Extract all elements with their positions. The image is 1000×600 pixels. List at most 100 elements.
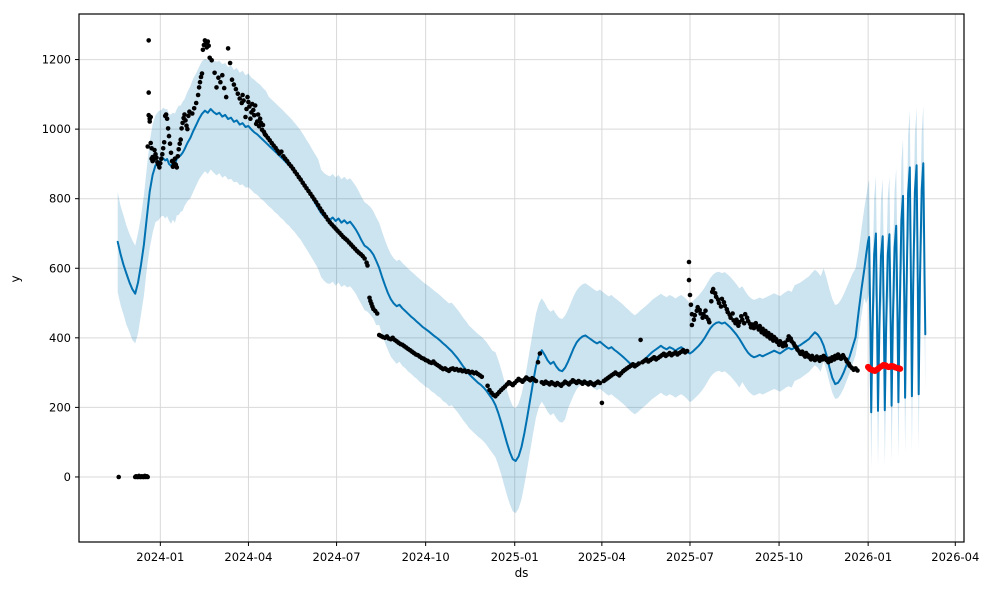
observation-dot — [176, 147, 181, 152]
observation-dot — [707, 319, 712, 325]
observation-dot — [686, 277, 692, 283]
observation-dot — [701, 311, 706, 317]
observation-dot — [237, 96, 242, 101]
observation-dot — [709, 299, 714, 304]
x-tick-label: 2024-10 — [402, 550, 450, 564]
x-tick-label: 2026-04 — [931, 550, 979, 564]
observation-dot — [257, 116, 263, 121]
observation-dot — [177, 141, 182, 146]
y-tick-label: 600 — [49, 261, 71, 275]
observation-dot — [157, 165, 162, 170]
observation-dot — [223, 94, 229, 100]
observation-dot — [374, 311, 380, 316]
x-tick-label: 2026-01 — [844, 550, 892, 564]
y-tick-label: 1000 — [42, 122, 71, 136]
observation-dot — [689, 322, 695, 328]
observation-dot — [161, 140, 167, 145]
observation-dot — [160, 151, 165, 157]
observation-dot — [251, 107, 256, 113]
observation-dot — [716, 300, 722, 306]
observation-dot — [195, 92, 201, 98]
observation-dot — [736, 323, 741, 329]
observation-dot — [710, 286, 716, 292]
observation-dot — [235, 91, 241, 96]
observation-dot — [686, 259, 692, 265]
observation-dot — [152, 147, 157, 153]
observation-dot — [365, 263, 370, 268]
observation-dot — [178, 137, 183, 142]
observation-dot — [742, 311, 748, 317]
y-tick-label: 0 — [64, 470, 71, 484]
observation-dot — [741, 320, 747, 326]
observation-dot — [753, 320, 759, 326]
observation-dot — [722, 303, 728, 309]
red-anomaly-dot — [897, 365, 904, 372]
observation-dot — [116, 474, 121, 480]
observation-dot — [148, 140, 153, 146]
observation-dot — [160, 146, 166, 151]
observation-dot — [728, 315, 733, 321]
observation-dot — [148, 114, 153, 120]
observation-dot — [636, 361, 641, 366]
observation-dot — [190, 111, 195, 116]
observation-dot — [147, 119, 152, 124]
observation-dot — [687, 292, 693, 298]
observation-dot — [246, 99, 251, 105]
observation-dot — [252, 112, 257, 118]
y-tick-label: 400 — [49, 331, 71, 345]
observation-dot — [279, 149, 284, 154]
observation-dot — [757, 323, 762, 329]
x-tick-label: 2025-07 — [666, 550, 714, 564]
observation-dot — [703, 308, 708, 314]
x-tick-label: 2025-10 — [755, 550, 803, 564]
observation-dot — [688, 302, 694, 308]
observation-dot — [756, 327, 761, 332]
observation-dot — [740, 317, 745, 323]
observation-dot — [248, 116, 253, 121]
observation-dot — [175, 154, 181, 159]
observation-dot — [241, 98, 246, 103]
observation-dot — [179, 126, 184, 131]
observation-dot — [206, 43, 211, 48]
observation-dot — [240, 92, 245, 98]
observation-dot — [485, 383, 490, 389]
observation-dot — [260, 122, 266, 128]
observation-dot — [535, 359, 541, 365]
observation-dot — [245, 94, 250, 100]
observation-dot — [599, 400, 605, 406]
observation-dot — [212, 70, 217, 76]
y-tick-label: 1200 — [42, 53, 71, 67]
observation-dot — [168, 150, 174, 156]
observation-dot — [718, 304, 724, 309]
observation-dot — [196, 85, 202, 90]
observation-dot — [197, 79, 203, 85]
observation-dot — [712, 291, 718, 296]
observation-dot — [229, 77, 235, 82]
x-tick-label: 2025-01 — [491, 550, 539, 564]
observation-dot — [255, 112, 261, 117]
plot-border — [78, 13, 965, 543]
observation-dot — [200, 47, 206, 53]
observation-dot — [220, 72, 225, 78]
observation-dot — [730, 311, 735, 316]
x-tick-label: 2025-04 — [578, 550, 626, 564]
observation-dot — [182, 112, 187, 117]
x-tick-label: 2024-07 — [313, 550, 361, 564]
observation-dot — [216, 75, 221, 80]
observation-dot — [719, 296, 725, 302]
observation-dot — [163, 112, 169, 117]
observation-dot — [537, 351, 543, 356]
observation-dot — [533, 378, 539, 384]
observation-dot — [638, 337, 643, 343]
observation-dot — [158, 160, 163, 166]
observation-dot — [159, 156, 164, 161]
observation-dot — [362, 256, 367, 261]
observation-dot — [254, 119, 260, 124]
observation-dot — [193, 100, 199, 106]
observation-dot — [227, 60, 233, 66]
y-tick-label: 800 — [49, 192, 71, 206]
observation-dot — [145, 474, 150, 480]
observation-dot — [214, 85, 219, 90]
observation-dot — [183, 118, 188, 123]
